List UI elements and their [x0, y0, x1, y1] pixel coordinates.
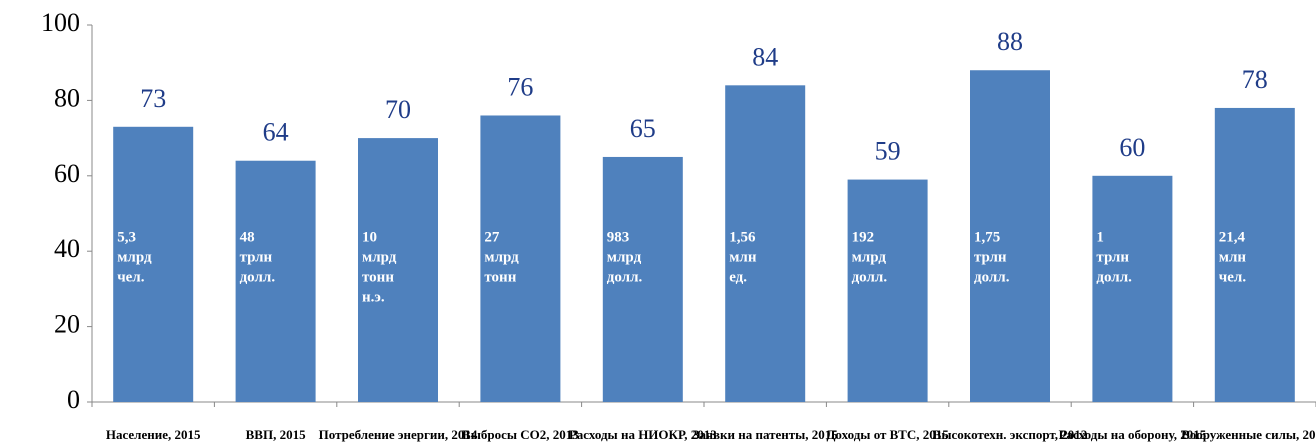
bar-label: трлн: [974, 249, 1007, 265]
bar: [1214, 107, 1295, 402]
bar-label: 10: [362, 229, 377, 245]
bar: [847, 179, 928, 402]
bar-label: 1,75: [974, 229, 1000, 245]
value-label: 76: [507, 72, 533, 101]
bar-label: тонн: [362, 269, 394, 285]
bar: [1092, 175, 1173, 402]
value-label: 65: [630, 114, 656, 143]
x-tick-label: Высокотехн. экспорт, 2012: [933, 427, 1088, 442]
y-tick-label: 100: [41, 8, 80, 37]
bar-label: 21,4: [1219, 229, 1246, 245]
bar: [602, 156, 683, 402]
value-label: 88: [997, 27, 1023, 56]
x-tick-label: Потребление энергии, 2014: [319, 427, 478, 442]
value-label: 60: [1119, 133, 1145, 162]
bar-label: млн: [1219, 249, 1247, 265]
x-tick-label: Население, 2015: [106, 427, 201, 442]
x-tick-label: ВВП, 2015: [246, 427, 306, 442]
y-tick-label: 60: [54, 159, 80, 188]
bar: [725, 85, 806, 402]
value-label: 73: [140, 84, 166, 113]
x-tick-label: Выбросы CO2, 2013: [462, 427, 579, 442]
x-tick-label: Расходы на НИОКР, 2013: [569, 427, 717, 442]
bar: [113, 126, 194, 402]
value-label: 70: [385, 95, 411, 124]
bar-label: чел.: [1219, 269, 1247, 285]
value-label: 84: [752, 42, 778, 71]
bar-label: млрд: [117, 249, 152, 265]
value-label: 78: [1242, 65, 1268, 94]
bar-label: 48: [240, 229, 255, 245]
bar-label: долл.: [240, 269, 276, 285]
bar-label: долл.: [974, 269, 1010, 285]
value-label: 64: [263, 118, 289, 147]
bar-label: млрд: [362, 249, 397, 265]
bar: [235, 160, 316, 402]
bar-label: н.э.: [362, 289, 385, 305]
x-tick-label: Вооруженные силы, 2015: [1181, 427, 1316, 442]
bar-label: чел.: [117, 269, 145, 285]
bar-label: 5,3: [117, 229, 136, 245]
value-label: 59: [875, 137, 901, 166]
bar-label: трлн: [240, 249, 273, 265]
bar-label: долл.: [607, 269, 643, 285]
bar: [358, 138, 438, 402]
bar-label: ед.: [729, 269, 747, 285]
bar: [480, 115, 561, 402]
bar-label: 192: [852, 229, 875, 245]
bar-label: тонн: [484, 269, 516, 285]
bar-label: млрд: [484, 249, 519, 265]
bar-label: млрд: [607, 249, 642, 265]
bar-label: долл.: [852, 269, 888, 285]
bar-label: млн: [729, 249, 757, 265]
x-tick-label: Расходы на оборону, 2015: [1059, 427, 1207, 442]
x-tick-label: Заявки на патенты, 2015: [693, 427, 839, 442]
bar-label: трлн: [1096, 249, 1129, 265]
y-tick-label: 80: [54, 83, 80, 112]
bar-label: 1,56: [729, 229, 756, 245]
bar-label: долл.: [1096, 269, 1132, 285]
bar: [970, 70, 1050, 403]
y-tick-label: 40: [54, 234, 80, 263]
x-tick-label: Доходы от ВТС, 2015: [826, 427, 949, 442]
bar-label: 27: [484, 229, 500, 245]
y-tick-label: 20: [54, 310, 80, 339]
bar-label: 1: [1096, 229, 1104, 245]
bar-label: млрд: [852, 249, 887, 265]
bar-label: 983: [607, 229, 630, 245]
y-tick-label: 0: [67, 385, 80, 414]
